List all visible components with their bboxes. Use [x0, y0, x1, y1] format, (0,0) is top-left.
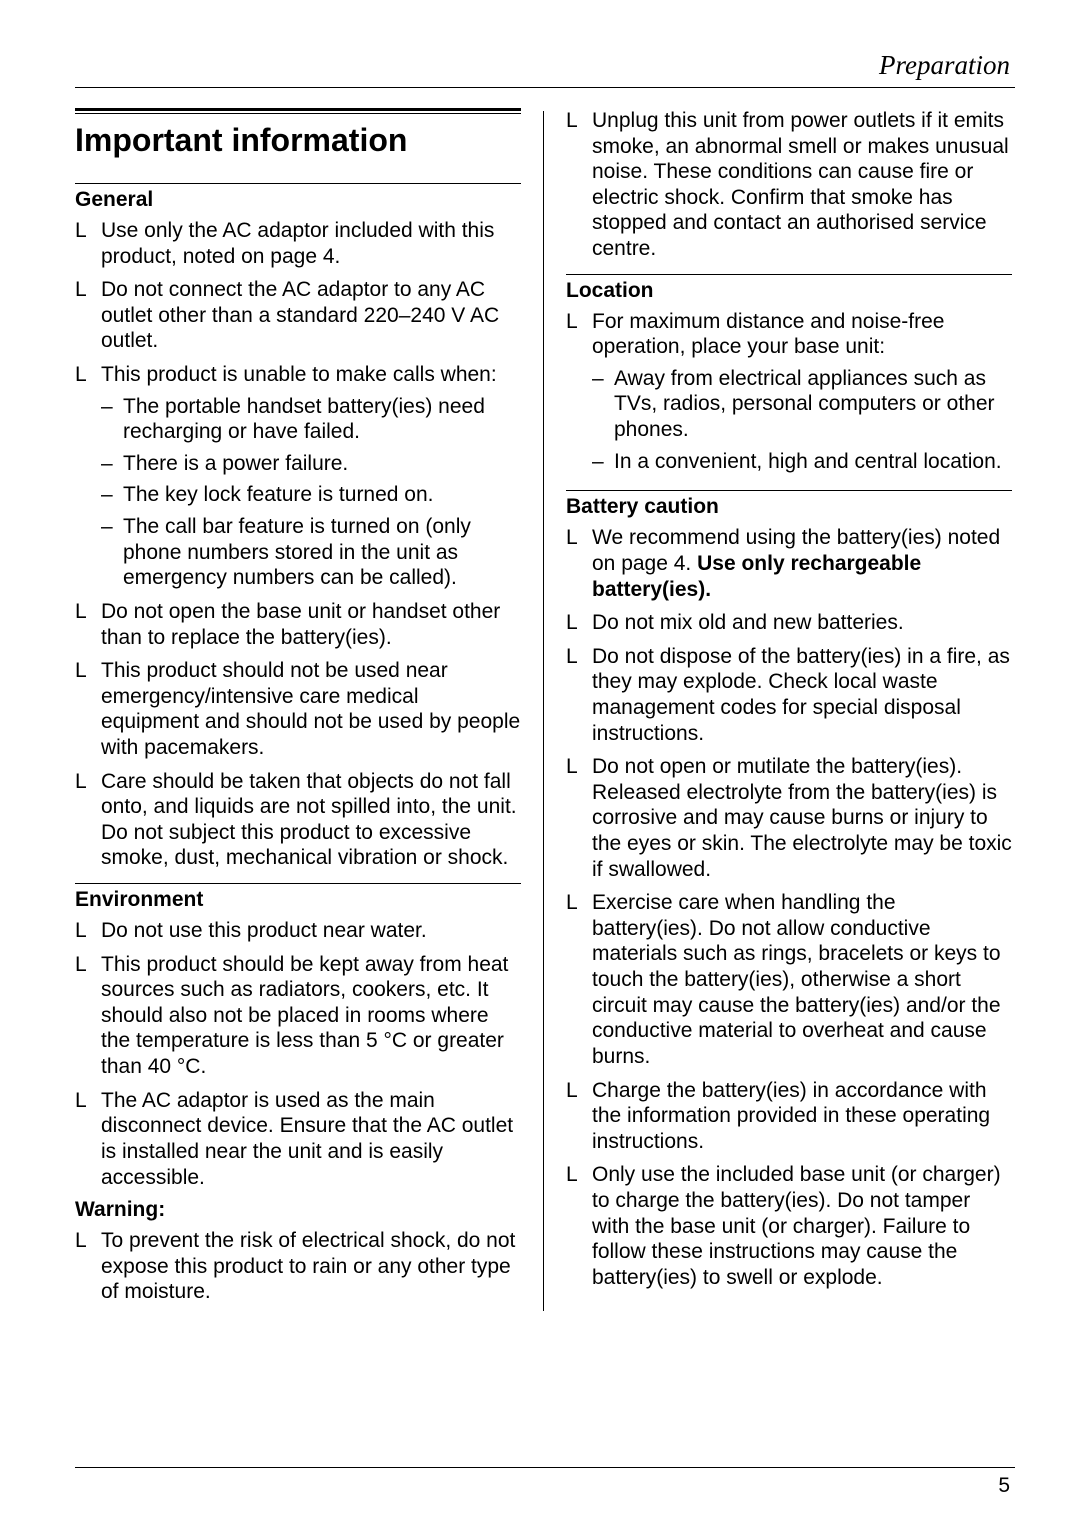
item-text: Charge the battery(ies) in accordance wi…: [592, 1079, 990, 1153]
page-header: Preparation: [75, 50, 1015, 88]
item-text: Do not connect the AC adaptor to any AC …: [101, 278, 499, 352]
right-top-list: Unplug this unit from power outlets if i…: [566, 108, 1012, 262]
title-double-rule: [75, 108, 521, 114]
item-text: This product is unable to make calls whe…: [101, 363, 497, 386]
footer-rule: [75, 1467, 1015, 1468]
item-text: Use only the AC adaptor included with th…: [101, 219, 494, 268]
battery-list: We recommend using the battery(ies) note…: [566, 525, 1012, 1290]
environment-list: Do not use this product near water. This…: [75, 918, 521, 1190]
item-text: Care should be taken that objects do not…: [101, 770, 517, 870]
item-text: Unplug this unit from power outlets if i…: [592, 109, 1009, 260]
sub-item: The portable handset battery(ies) need r…: [101, 394, 521, 445]
heading-warning: Warning:: [75, 1198, 521, 1222]
sub-item: Away from electrical appliances such as …: [592, 366, 1012, 443]
general-list: Use only the AC adaptor included with th…: [75, 218, 521, 871]
section-rule-location: [566, 274, 1012, 275]
list-item: Unplug this unit from power outlets if i…: [566, 108, 1012, 262]
heading-general: General: [75, 188, 521, 212]
header-rule: [75, 87, 1015, 88]
item-text: The AC adaptor is used as the main disco…: [101, 1089, 513, 1189]
list-item: Use only the AC adaptor included with th…: [75, 218, 521, 269]
page-number: 5: [75, 1474, 1015, 1498]
main-title: Important information: [75, 122, 521, 159]
list-item: This product should be kept away from he…: [75, 952, 521, 1080]
section-rule-environment: [75, 883, 521, 884]
list-item: This product should not be used near eme…: [75, 658, 521, 760]
sub-item: There is a power failure.: [101, 451, 521, 477]
item-text: Do not use this product near water.: [101, 919, 427, 942]
sub-item: The key lock feature is turned on.: [101, 482, 521, 508]
item-text: Do not dispose of the battery(ies) in a …: [592, 645, 1010, 745]
warning-list: To prevent the risk of electrical shock,…: [75, 1228, 521, 1305]
item-text: This product should be kept away from he…: [101, 953, 508, 1078]
list-item: Care should be taken that objects do not…: [75, 769, 521, 871]
item-text: To prevent the risk of electrical shock,…: [101, 1229, 515, 1303]
list-item: Do not connect the AC adaptor to any AC …: [75, 277, 521, 354]
list-item: Do not mix old and new batteries.: [566, 610, 1012, 636]
item-text: Do not open the base unit or handset oth…: [101, 600, 500, 649]
sub-item: The call bar feature is turned on (only …: [101, 514, 521, 591]
list-item: Do not open the base unit or handset oth…: [75, 599, 521, 650]
list-item: We recommend using the battery(ies) note…: [566, 525, 1012, 602]
list-item: Charge the battery(ies) in accordance wi…: [566, 1078, 1012, 1155]
heading-battery: Battery caution: [566, 495, 1012, 519]
item-text: Do not mix old and new batteries.: [592, 611, 904, 634]
section-rule-battery: [566, 490, 1012, 491]
heading-location: Location: [566, 279, 1012, 303]
section-title: Preparation: [75, 50, 1015, 87]
sub-list: Away from electrical appliances such as …: [592, 366, 1012, 474]
section-rule-general: [75, 183, 521, 184]
list-item: To prevent the risk of electrical shock,…: [75, 1228, 521, 1305]
list-item: Do not open or mutilate the battery(ies)…: [566, 754, 1012, 882]
item-text: For maximum distance and noise-free oper…: [592, 310, 944, 359]
item-text: Only use the included base unit (or char…: [592, 1163, 1001, 1288]
list-item: Do not use this product near water.: [75, 918, 521, 944]
sub-item: In a convenient, high and central locati…: [592, 449, 1012, 475]
list-item: Do not dispose of the battery(ies) in a …: [566, 644, 1012, 746]
list-item: This product is unable to make calls whe…: [75, 362, 521, 591]
list-item: Exercise care when handling the battery(…: [566, 890, 1012, 1069]
list-item: The AC adaptor is used as the main disco…: [75, 1088, 521, 1190]
page-footer: 5: [75, 1467, 1015, 1498]
left-column: Important information General Use only t…: [75, 108, 543, 1313]
list-item: Only use the included base unit (or char…: [566, 1162, 1012, 1290]
list-item: For maximum distance and noise-free oper…: [566, 309, 1012, 475]
location-list: For maximum distance and noise-free oper…: [566, 309, 1012, 475]
item-text: This product should not be used near eme…: [101, 659, 520, 759]
sub-list: The portable handset battery(ies) need r…: [101, 394, 521, 591]
content-columns: Important information General Use only t…: [75, 108, 1015, 1313]
right-column: Unplug this unit from power outlets if i…: [544, 108, 1012, 1313]
item-text: Do not open or mutilate the battery(ies)…: [592, 755, 1012, 880]
item-text: Exercise care when handling the battery(…: [592, 891, 1001, 1068]
heading-environment: Environment: [75, 888, 521, 912]
